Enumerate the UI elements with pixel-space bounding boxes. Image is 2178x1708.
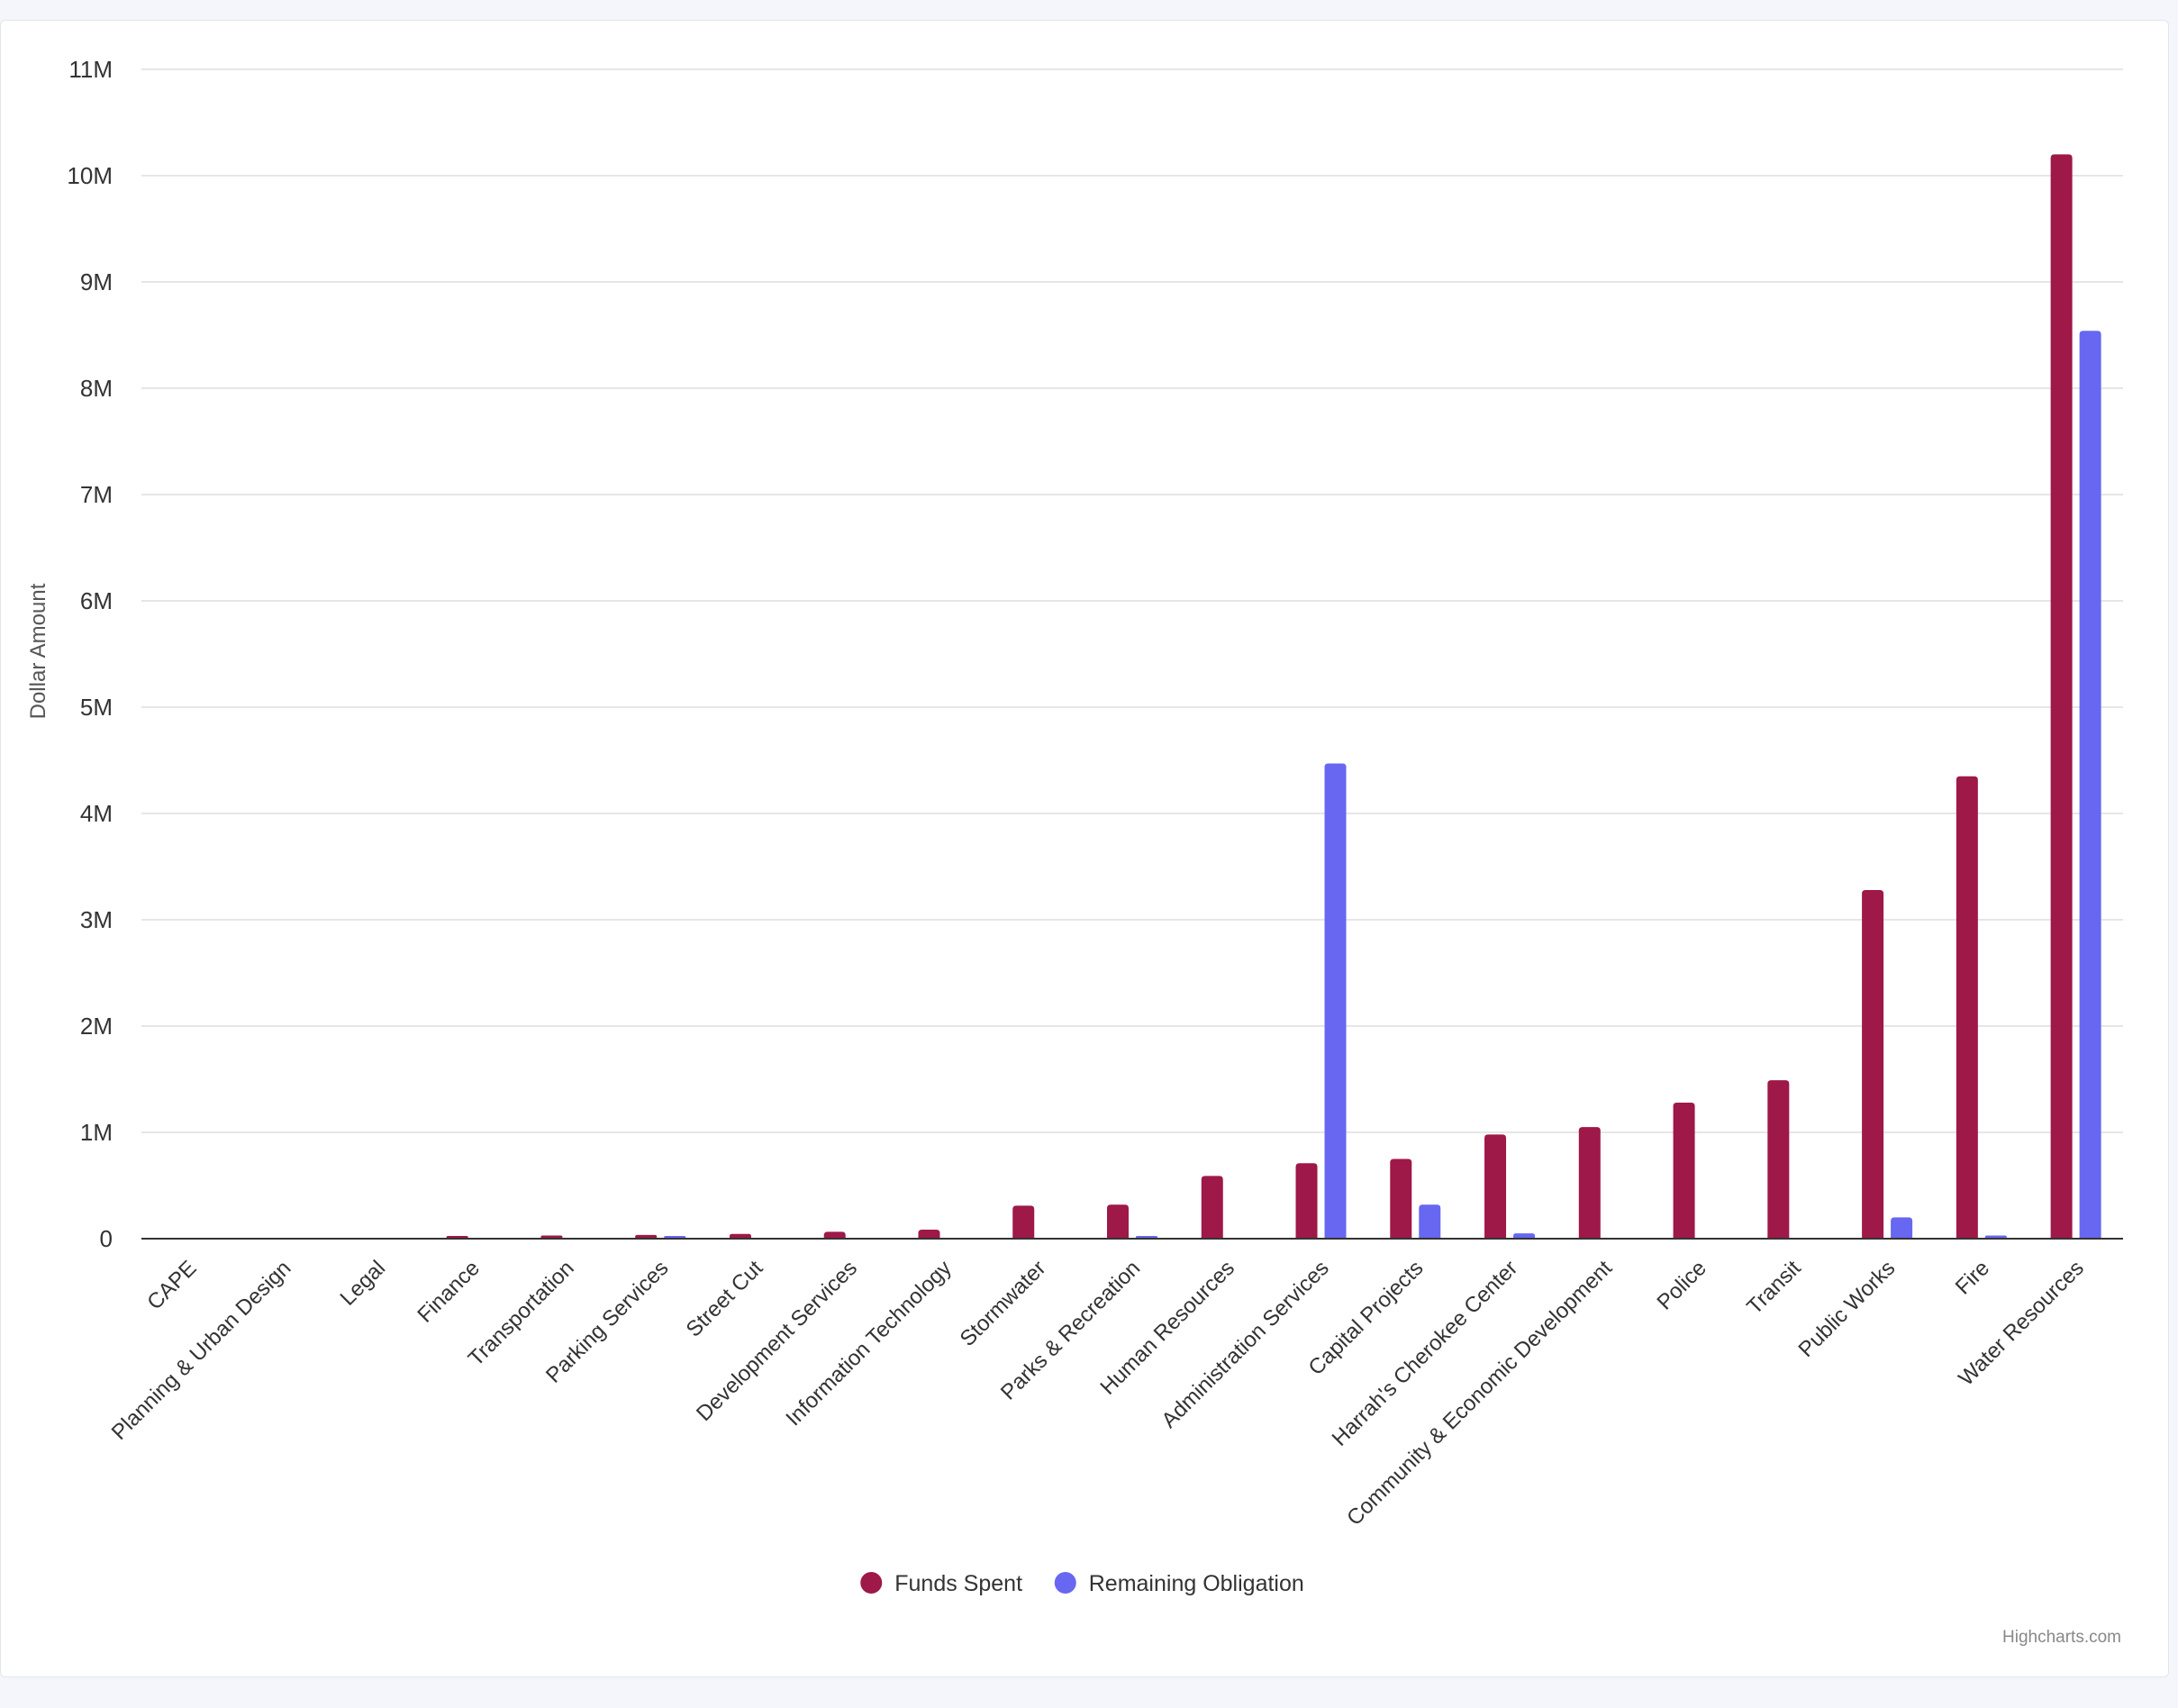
y-tick-label: 3M [80,906,113,933]
bar-remaining-obligation[interactable] [2079,331,2101,1239]
bar-funds-spent[interactable] [2050,154,2073,1239]
bar-funds-spent[interactable] [729,1233,751,1239]
legend-marker [860,1572,883,1594]
bar-funds-spent[interactable] [1390,1158,1412,1240]
bar-funds-spent[interactable] [918,1229,940,1239]
legend-item-funds-spent[interactable]: Funds Spent [860,1571,1022,1596]
legend-item-remaining-obligation[interactable]: Remaining Obligation [1054,1571,1304,1596]
bar-funds-spent[interactable] [1107,1204,1129,1239]
chart-card: 0 1M 2M 3M 4M 5M 6M 7M 8M 9M 10M 11M Dollar Amount … [0,20,2169,1677]
y-tick-label: 5M [80,694,113,721]
bar-remaining-obligation[interactable] [1891,1217,1913,1239]
x-tick-label: Street Cut [682,1256,768,1342]
bar-funds-spent[interactable] [1012,1205,1035,1239]
bar-funds-spent[interactable] [1862,889,1884,1239]
x-tick-label: Development Services [692,1256,862,1426]
y-tick-label: 1M [80,1119,113,1146]
bar-remaining-obligation[interactable] [1324,763,1347,1239]
y-axis-title: Dollar Amount [26,583,50,719]
x-tick-label: Planning & Urban Design [107,1256,296,1445]
bar-remaining-obligation[interactable] [1513,1233,1536,1239]
x-tick-label: CAPE [142,1256,201,1314]
bar-funds-spent[interactable] [823,1231,846,1239]
y-tick-label: 8M [80,375,113,402]
x-tick-label: Finance [413,1256,484,1327]
y-tick-label: 10M [67,162,113,189]
y-tick-label: 0 [100,1225,113,1252]
bar-funds-spent[interactable] [1484,1134,1507,1239]
y-tick-label: 7M [80,481,113,508]
x-tick-label: Administration Services [1157,1256,1333,1432]
y-tick-label: 6M [80,587,113,614]
grid-lines [141,68,2123,1133]
bar-funds-spent[interactable] [1578,1127,1601,1239]
legend-marker [1054,1572,1076,1594]
x-tick-label: Police [1652,1256,1711,1314]
bar-funds-spent[interactable] [1295,1163,1318,1239]
bar-funds-spent[interactable] [1673,1102,1695,1239]
credits-link[interactable]: Highcharts.com [2002,1628,2121,1647]
y-tick-label: 9M [80,268,113,295]
x-tick-label: Stormwater [956,1256,1051,1351]
legend[interactable]: Funds Spent Remaining Obligation [860,1571,1304,1596]
y-axis-ticks: 0 1M 2M 3M 4M 5M 6M 7M 8M 9M 10M 11M [67,56,113,1252]
legend-label: Funds Spent [894,1571,1022,1596]
x-tick-label: Information Technology [781,1256,956,1431]
y-tick-label: 4M [80,800,113,827]
bar-remaining-obligation[interactable] [1419,1204,1441,1239]
x-tick-label: Public Works [1794,1256,1901,1362]
legend-label: Remaining Obligation [1089,1571,1304,1596]
x-tick-label: Harrah's Cherokee Center [1328,1256,1523,1451]
bar-series[interactable] [446,154,2101,1240]
bar-funds-spent[interactable] [1956,776,1978,1239]
bar-funds-spent[interactable] [1201,1176,1223,1239]
x-tick-label: Transit [1742,1256,1806,1320]
y-tick-label: 11M [68,56,113,83]
y-tick-label: 2M [80,1013,113,1040]
x-tick-label: Legal [336,1256,391,1311]
x-tick-label: Fire [1951,1256,1994,1299]
bar-funds-spent[interactable] [1767,1080,1790,1239]
bar-funds-spent[interactable] [635,1234,658,1239]
